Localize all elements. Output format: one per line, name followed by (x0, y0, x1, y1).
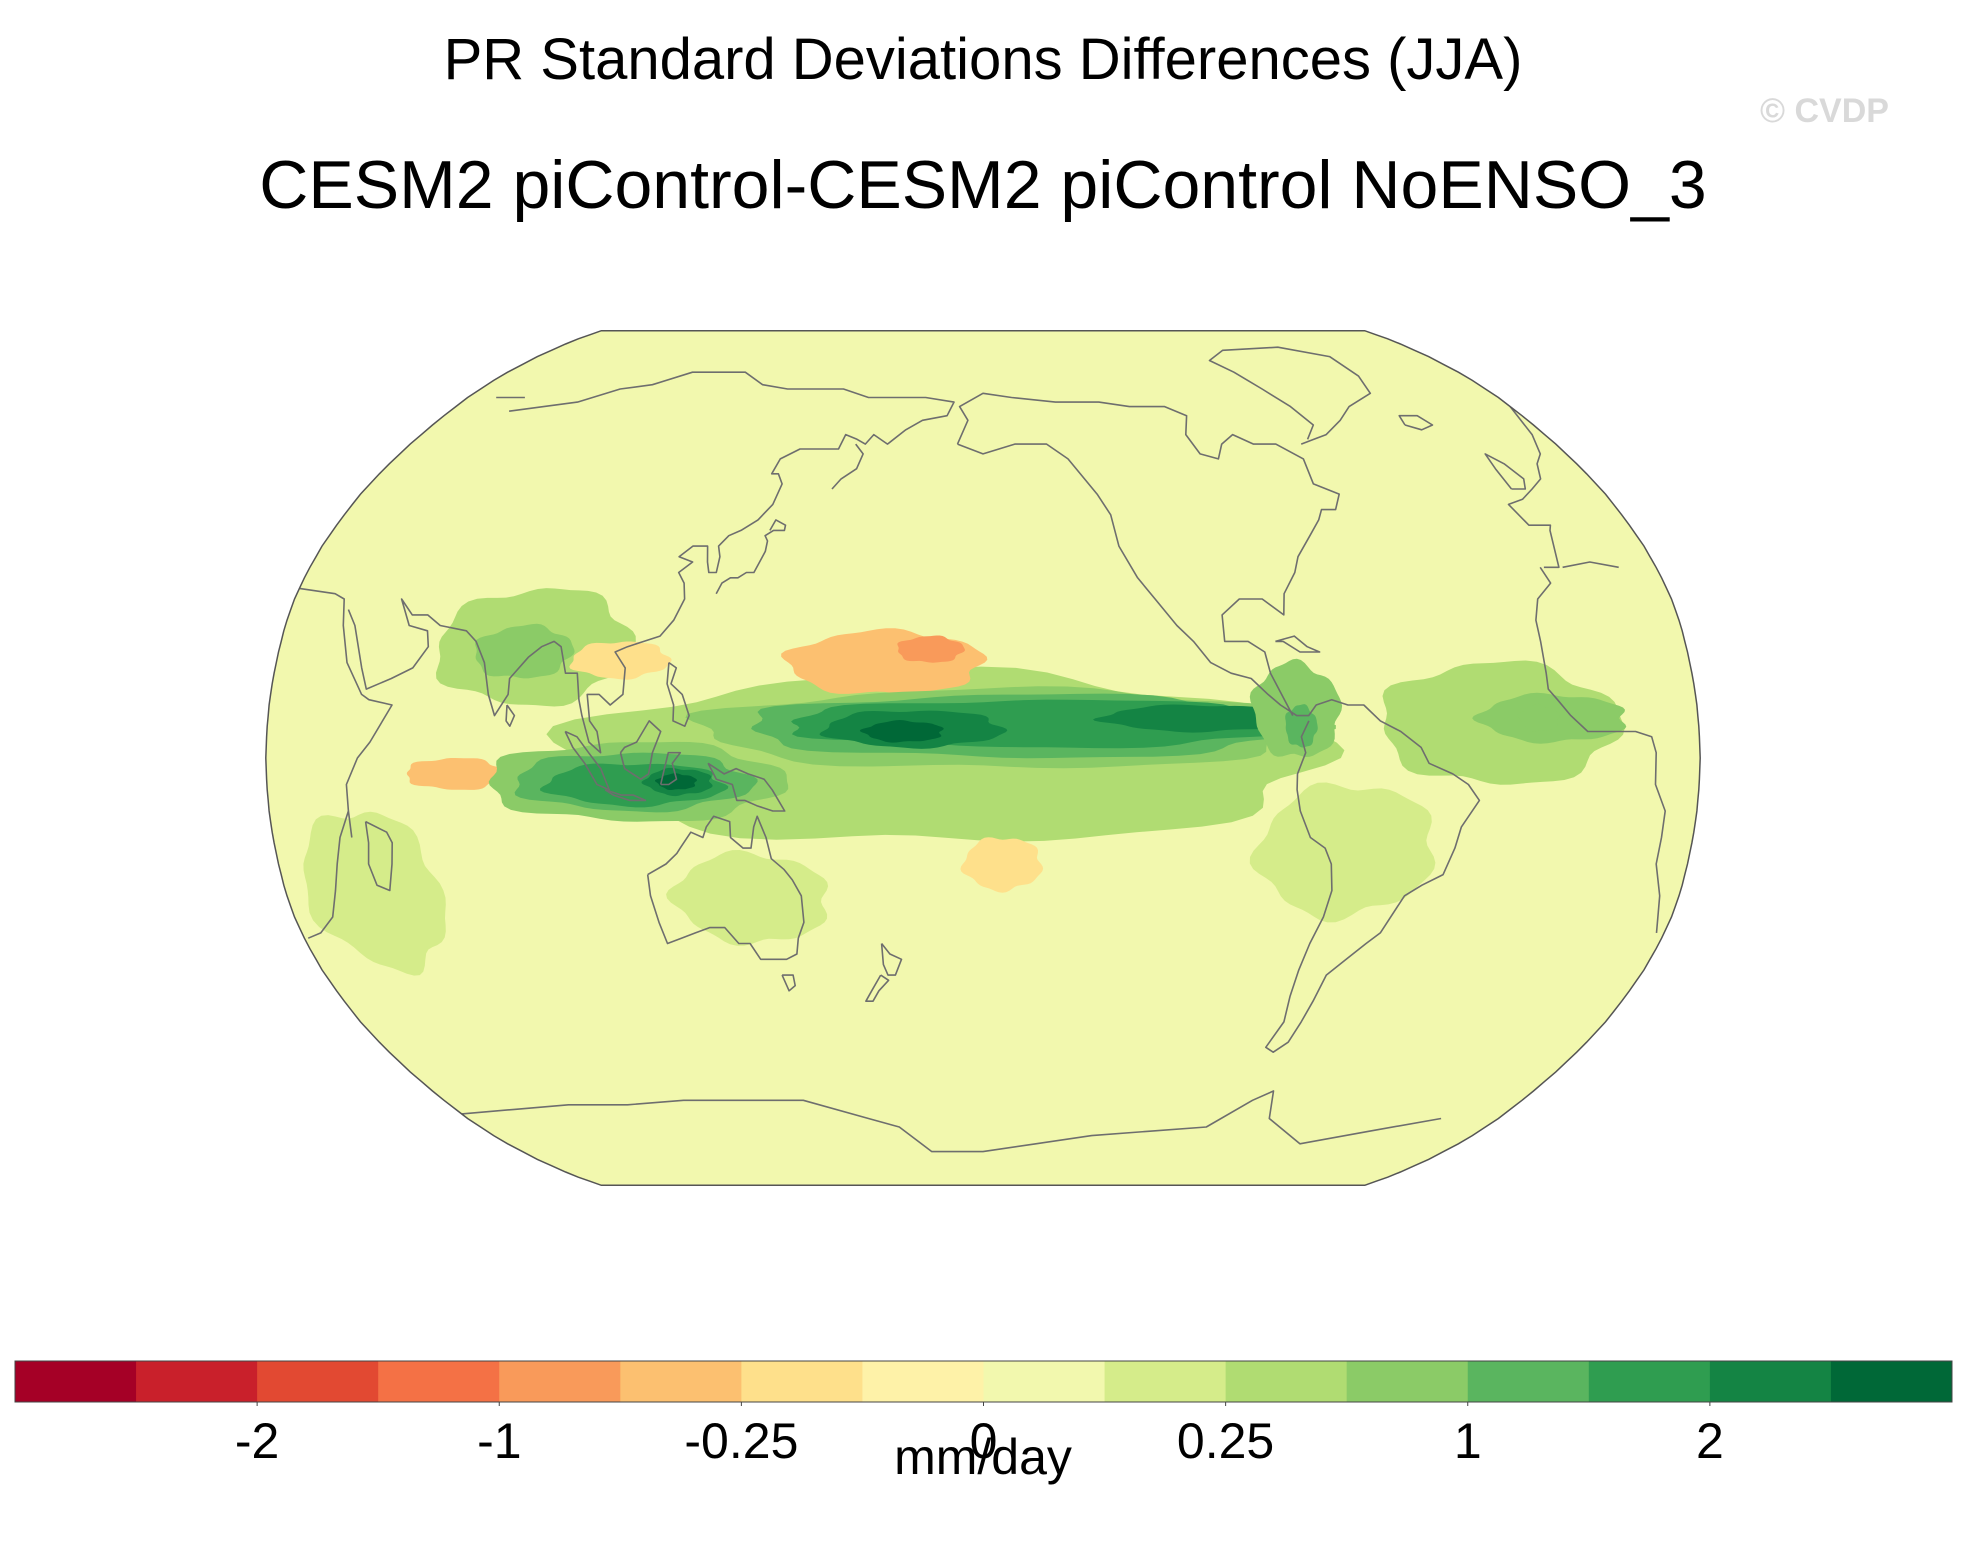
colorbar-tick-label: -2 (235, 1413, 279, 1469)
coastline-segment (347, 371, 955, 754)
coastline-segment (715, 519, 787, 595)
map-boundary (265, 329, 1701, 1187)
colorbar-box (1346, 1361, 1469, 1402)
colorbar-box (862, 1361, 984, 1402)
colorbar-box (1709, 1361, 1832, 1402)
contour-region (960, 837, 1044, 893)
contour-region (897, 635, 965, 663)
coastline-segment (307, 810, 350, 939)
cvdp-watermark: © CVDP (1760, 92, 1889, 130)
colorbar-box (1467, 1361, 1590, 1402)
coastline-segment (707, 762, 786, 812)
coastline-segment (865, 974, 890, 1002)
coastline-segment (364, 820, 393, 892)
colorbar-box (983, 1361, 1106, 1402)
colorbar-box (1588, 1361, 1711, 1402)
coastline-segment (604, 789, 647, 802)
colorbar-tick-label: 0.25 (1177, 1413, 1274, 1469)
colorbar-tick-label: 1 (1454, 1413, 1482, 1469)
coastline-segment (880, 943, 903, 976)
coastline-segment (564, 730, 610, 791)
coastline-segment (1484, 453, 1527, 490)
chart-subtitle: CESM2 piControl-CESM2 piControl NoENSO_3 (259, 147, 1707, 223)
colorbar-box (741, 1361, 863, 1402)
colorbar-tick-label: 2 (1696, 1413, 1724, 1469)
coastline-segment (1535, 566, 1666, 933)
colorbar-tick-label: 0 (970, 1413, 998, 1469)
colorbar-tick-labels: -2 -1 -0.25 0 0.25 1 2 (235, 1413, 1724, 1469)
coastline-segment (299, 587, 393, 838)
coastline-segment (781, 974, 796, 992)
colorbar-box (499, 1361, 621, 1402)
coastline-segment (831, 443, 864, 490)
colorbar-box (15, 1361, 137, 1402)
contour-region (1093, 704, 1303, 733)
coastline-segment (1562, 561, 1619, 569)
coastline-segment (666, 661, 690, 727)
contour-region (655, 773, 697, 790)
colorbar-tick-label: -0.25 (684, 1413, 798, 1469)
coastline-segment (1398, 414, 1434, 431)
coastline-segment (1507, 406, 1560, 569)
coastline-segment (956, 392, 1340, 716)
precipitation-contours (303, 588, 1627, 976)
colorbar-box (257, 1361, 379, 1402)
colorbar-ticks (256, 1402, 1711, 1406)
colorbar-boxes (14, 1360, 1953, 1403)
colorbar-box (378, 1361, 500, 1402)
chart-title: PR Standard Deviations Differences (JJA) (443, 27, 1523, 92)
coastlines (299, 346, 1666, 1153)
contour-region (475, 623, 575, 679)
coastline-segment (461, 1090, 1442, 1153)
coastline-segment (957, 443, 1481, 1053)
contour-region (1517, 703, 1560, 732)
coastline-segment (1275, 635, 1321, 653)
coastline-segment (505, 704, 516, 727)
colorbar-units: mm/day (894, 1429, 1072, 1485)
coastline-segment (659, 751, 682, 786)
colorbar-box (1225, 1361, 1348, 1402)
colorbar-box (136, 1361, 258, 1402)
colorbar-box (620, 1361, 742, 1402)
colorbar-box (1104, 1361, 1227, 1402)
coastline-segment (646, 815, 805, 961)
colorbar-tick-label: -1 (477, 1413, 521, 1469)
contour-region (859, 720, 944, 743)
colorbar-box (1830, 1361, 1953, 1402)
contour-region (1249, 782, 1436, 923)
coastline-segment (619, 720, 662, 780)
map-field (265, 330, 1701, 1186)
contour-region (406, 758, 507, 790)
coastline-segment (1208, 346, 1372, 445)
